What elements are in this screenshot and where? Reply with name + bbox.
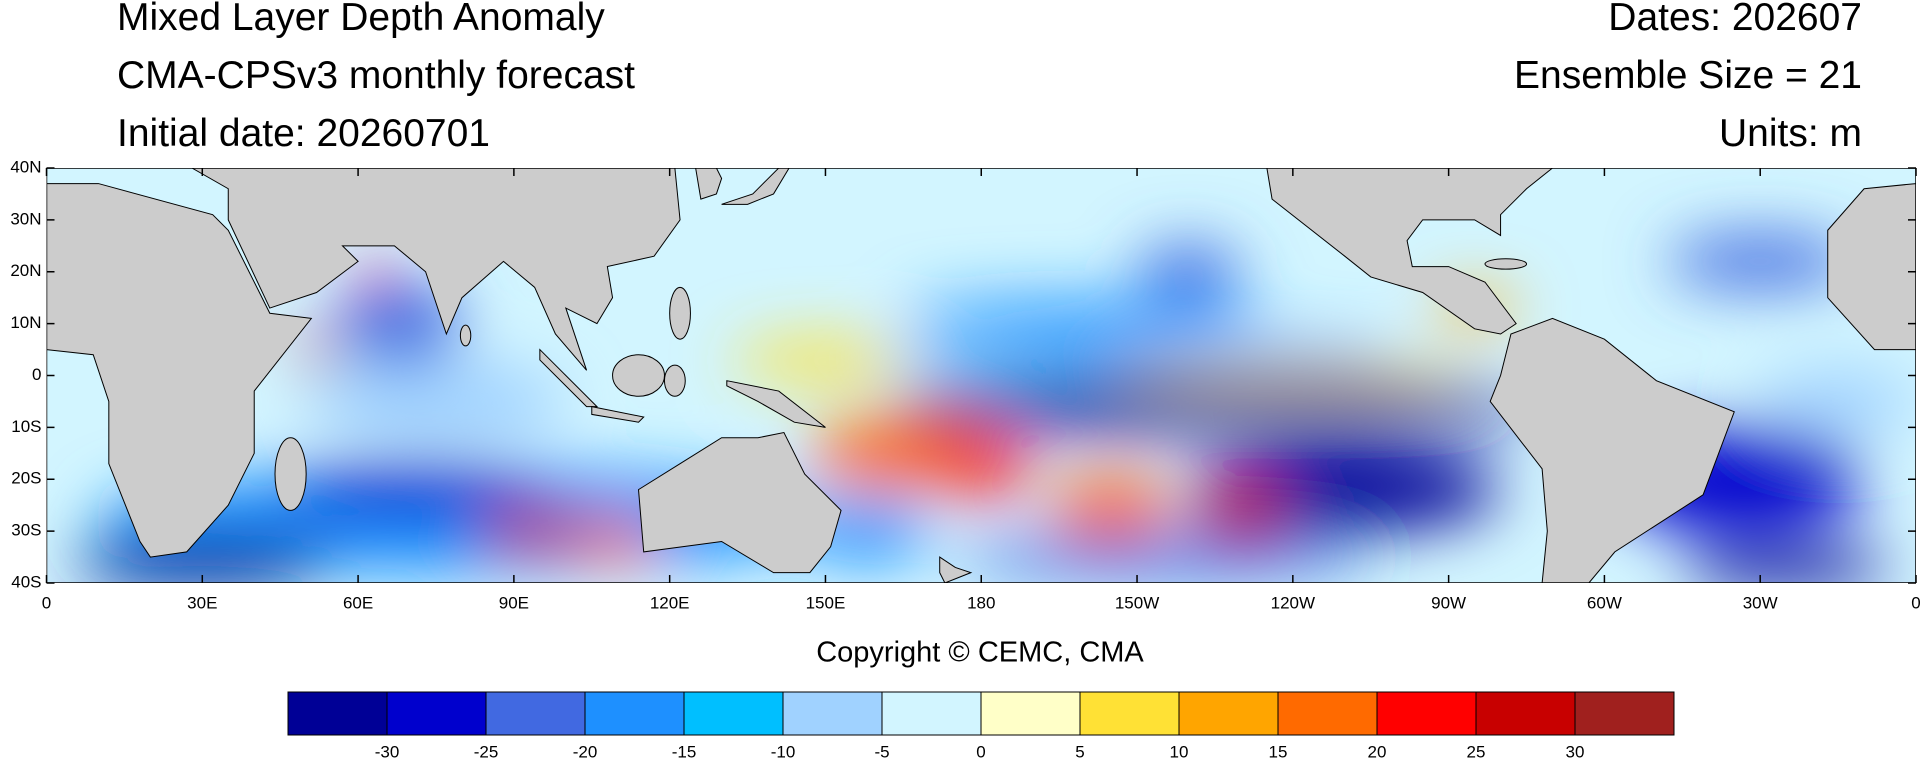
land-new-zealand bbox=[940, 557, 971, 583]
lon-tick-label: 120E bbox=[650, 593, 690, 612]
colorbar-box bbox=[1574, 691, 1675, 736]
land-sulawesi bbox=[664, 365, 685, 396]
lat-tick-label: 40N bbox=[10, 157, 41, 176]
colorbar-label: 30 bbox=[1566, 742, 1585, 761]
colorbar-box bbox=[881, 691, 982, 736]
map bbox=[46, 168, 1916, 583]
lon-tick-label: 60W bbox=[1587, 593, 1622, 612]
dates: Dates: 202607 bbox=[1608, 0, 1862, 39]
lat-tick-label: 30N bbox=[10, 209, 41, 228]
lat-tick-label: 20N bbox=[10, 261, 41, 280]
colorbar-label: 10 bbox=[1170, 742, 1189, 761]
lat-tick-label: 30S bbox=[11, 521, 41, 540]
lon-tick-label: 120W bbox=[1271, 593, 1315, 612]
colorbar-label: -25 bbox=[474, 742, 499, 761]
colorbar: -30 -25 -20 -15 -10 -5 0 5 10 15 20 25 30 bbox=[287, 691, 1675, 761]
land-philippines bbox=[670, 287, 691, 339]
colorbar-box bbox=[1079, 691, 1180, 736]
land-borneo bbox=[613, 355, 665, 397]
lat-tick-label: 0 bbox=[32, 365, 41, 384]
colorbar-box bbox=[1277, 691, 1378, 736]
land-sri-lanka bbox=[460, 325, 470, 346]
land-west-africa bbox=[1828, 184, 1916, 350]
lat-tick-label: 40S bbox=[11, 572, 41, 591]
colorbar-box bbox=[584, 691, 685, 736]
copyright: Copyright © CEMC, CMA bbox=[816, 637, 1144, 669]
land-new-guinea bbox=[727, 381, 826, 428]
lon-tick-label: 0 bbox=[42, 593, 51, 612]
land-madagascar bbox=[275, 438, 306, 511]
colorbar-box bbox=[287, 691, 388, 736]
colorbar-label: -30 bbox=[375, 742, 400, 761]
colorbar-label: 15 bbox=[1269, 742, 1288, 761]
land-eurasia bbox=[46, 168, 681, 370]
title: Mixed Layer Depth Anomaly bbox=[117, 0, 605, 39]
land-africa bbox=[46, 184, 312, 558]
colorbar-box bbox=[782, 691, 883, 736]
lat-tick-label: 20S bbox=[11, 469, 41, 488]
land-north-america bbox=[1267, 168, 1553, 334]
land-cuba bbox=[1485, 259, 1527, 269]
lon-tick-label: 60E bbox=[343, 593, 373, 612]
colorbar-label: 20 bbox=[1368, 742, 1387, 761]
colorbar-box bbox=[485, 691, 586, 736]
land-australia bbox=[639, 433, 842, 573]
colorbar-box bbox=[683, 691, 784, 736]
anomaly-field bbox=[46, 168, 1916, 583]
lon-tick-label: 90W bbox=[1431, 593, 1466, 612]
colorbar-label: -15 bbox=[672, 742, 697, 761]
lon-tick-label: 0 bbox=[1911, 593, 1920, 612]
land-south-america bbox=[1490, 318, 1734, 583]
lon-tick-label: 30W bbox=[1743, 593, 1778, 612]
lon-tick-label: 90E bbox=[499, 593, 529, 612]
colorbar-box bbox=[1475, 691, 1576, 736]
lon-tick-label: 150E bbox=[806, 593, 846, 612]
lon-tick-label: 30E bbox=[187, 593, 217, 612]
land-java bbox=[592, 407, 644, 423]
land-japan bbox=[722, 168, 790, 204]
ensemble-size: Ensemble Size = 21 bbox=[1514, 54, 1862, 97]
colorbar-label: 5 bbox=[1075, 742, 1084, 761]
units: Units: m bbox=[1719, 112, 1862, 155]
initial-date: Initial date: 20260701 bbox=[117, 112, 490, 155]
lat-tick-label: 10S bbox=[11, 417, 41, 436]
land-korea bbox=[696, 168, 722, 199]
lat-tick-label: 10N bbox=[10, 313, 41, 332]
colorbar-label: -10 bbox=[771, 742, 796, 761]
colorbar-label: 0 bbox=[976, 742, 985, 761]
colorbar-box bbox=[386, 691, 487, 736]
colorbar-label: -20 bbox=[573, 742, 598, 761]
subtitle: CMA-CPSv3 monthly forecast bbox=[117, 54, 635, 97]
lon-tick-label: 180 bbox=[967, 593, 995, 612]
land-sumatra bbox=[540, 350, 597, 407]
colorbar-box bbox=[980, 691, 1081, 736]
lon-tick-label: 150W bbox=[1115, 593, 1159, 612]
colorbar-box bbox=[1376, 691, 1477, 736]
colorbar-label: 25 bbox=[1467, 742, 1486, 761]
colorbar-label: -5 bbox=[874, 742, 889, 761]
colorbar-box bbox=[1178, 691, 1279, 736]
